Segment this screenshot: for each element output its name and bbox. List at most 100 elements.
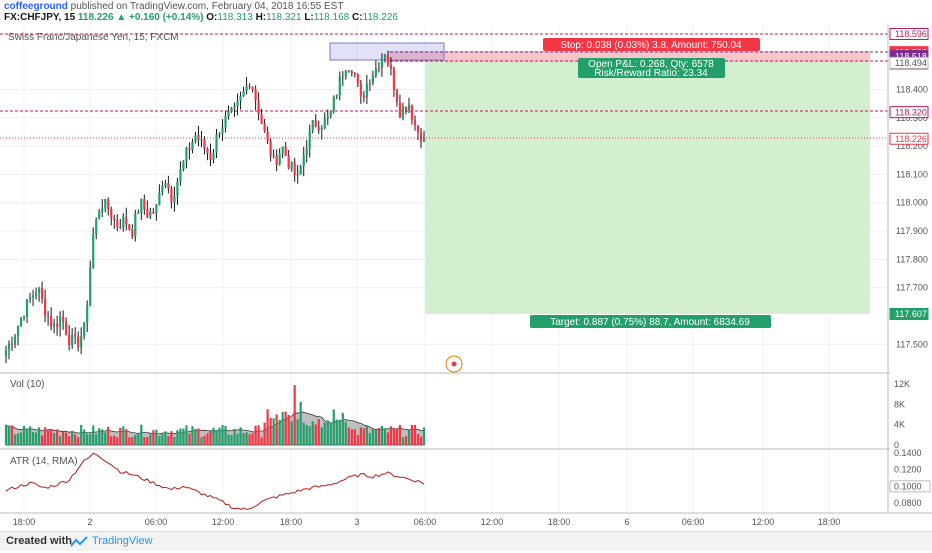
candle-body: [74, 334, 77, 337]
price-tick: 118.000: [896, 198, 928, 208]
volume-bar: [13, 434, 17, 445]
candle-body: [374, 68, 377, 76]
volume-bar: [287, 415, 290, 445]
volume-bar: [77, 437, 80, 445]
high-value: 118.321: [266, 12, 302, 23]
volume-bar: [53, 433, 56, 445]
candle-body: [290, 162, 293, 169]
candle-body: [368, 82, 371, 84]
candle-body: [260, 114, 263, 124]
volume-bar: [329, 422, 332, 445]
time-label: 18:00: [548, 517, 571, 527]
volume-bar: [7, 427, 11, 445]
volume-scale[interactable]: 12K 8K 4K 0: [894, 379, 910, 450]
candle-body: [65, 321, 68, 335]
candle-body: [209, 153, 212, 160]
candle-body: [146, 209, 149, 217]
volume-bar: [335, 419, 338, 445]
candle-body: [92, 234, 95, 268]
volume-bar: [380, 425, 383, 445]
target-zone: [425, 61, 870, 314]
volume-bar: [314, 424, 317, 445]
volume-bar: [272, 418, 275, 445]
volume-bar: [22, 425, 26, 445]
volume-bar: [296, 419, 299, 445]
candle-body: [410, 104, 414, 120]
atr-scale[interactable]: 0.1400 0.1200 0.1000 0.0800: [889, 448, 931, 508]
volume-bar: [59, 436, 62, 445]
volume-bar: [419, 436, 423, 445]
volume-bar: [407, 429, 411, 445]
volume-bar: [19, 432, 23, 445]
candle-body: [194, 135, 197, 142]
volume-bar: [206, 433, 209, 445]
candle-body: [311, 120, 314, 131]
candle-body: [413, 119, 417, 126]
volume-bar: [383, 428, 387, 445]
price-scale[interactable]: 118.400118.300118.200118.100118.000117.9…: [889, 28, 929, 350]
candle-body: [155, 205, 158, 214]
author-link[interactable]: coffeeground: [4, 1, 68, 12]
candle-body: [179, 169, 182, 182]
candle-body: [395, 89, 399, 103]
candle-body: [104, 199, 107, 209]
volume-bar: [257, 425, 260, 445]
candle-body: [134, 213, 137, 237]
price-change: ▲ +0.160 (+0.14%): [116, 12, 204, 23]
risk-reward-label: Risk/Reward Ratio: 23.34: [594, 68, 708, 79]
time-label: 18:00: [818, 517, 841, 527]
price-badge: 118.494: [895, 58, 927, 68]
price-tick: 118.100: [896, 169, 928, 179]
volume-bar: [173, 437, 176, 445]
time-axis[interactable]: 18:00 2 06:00 12:00 18:00 3 06:00 12:00 18:00 6 06…: [13, 517, 841, 527]
volume-bar: [212, 427, 215, 445]
candle-body: [242, 91, 245, 97]
volume-tick: 0: [894, 440, 899, 450]
candle-body: [389, 64, 393, 69]
tradingview-brand[interactable]: TradingView: [92, 535, 153, 547]
price-badge-bg: [889, 56, 929, 69]
volume-bar: [137, 433, 140, 445]
volume-legend: Vol (10): [10, 379, 44, 390]
candle-body: [341, 76, 344, 78]
volume-bar: [71, 430, 74, 445]
volume-bar: [332, 409, 335, 445]
volume-bar: [224, 426, 227, 445]
volume-bar: [326, 420, 329, 445]
time-label: 6: [624, 517, 629, 527]
candle-body: [4, 350, 8, 356]
candle-body: [404, 106, 408, 110]
price-badge: 118.596: [895, 29, 927, 39]
price-badge: 118.226: [895, 134, 927, 144]
candle-body: [83, 322, 86, 337]
volume-bar: [146, 437, 149, 445]
volume-bar: [34, 432, 38, 445]
alert-marker[interactable]: [445, 355, 463, 373]
volume-bar: [143, 437, 146, 445]
stop-label-bg: [543, 38, 760, 51]
volume-bar: [392, 428, 396, 445]
target-label-bg: [530, 315, 771, 328]
atr-tick: 0.1400: [894, 448, 922, 458]
price-badge: 118.518: [895, 51, 927, 61]
candle-body: [335, 94, 338, 97]
volume-bar: [86, 434, 89, 445]
volume-bar: [74, 434, 77, 445]
volume-bar: [236, 433, 239, 445]
candle-body: [53, 323, 56, 327]
chart-area[interactable]: Stop: 0.038 (0.03%) 3.8, Amount: 750.04 …: [0, 25, 932, 531]
candle-body: [317, 126, 320, 131]
candle-body: [383, 54, 387, 58]
candle-body: [371, 75, 374, 83]
candle-body: [131, 229, 134, 237]
candle-body: [326, 116, 329, 119]
volume-bar: [305, 425, 308, 445]
volume-bars: [4, 385, 426, 446]
volume-bar: [191, 426, 194, 445]
candle-body: [7, 343, 11, 351]
volume-bar: [158, 435, 161, 445]
candle-body: [197, 135, 200, 141]
candle-body: [191, 141, 194, 150]
pane-separators[interactable]: [0, 25, 932, 514]
publish-info: coffeeground published on TradingView.co…: [4, 1, 343, 12]
